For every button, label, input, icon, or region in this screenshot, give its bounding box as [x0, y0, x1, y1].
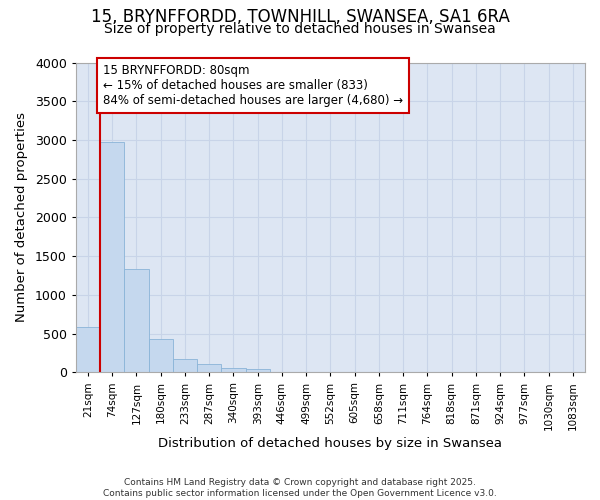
Text: 15 BRYNFFORDD: 80sqm
← 15% of detached houses are smaller (833)
84% of semi-deta: 15 BRYNFFORDD: 80sqm ← 15% of detached h… [103, 64, 403, 107]
Bar [76, 326, 100, 372]
Bar [124, 270, 149, 372]
Text: Size of property relative to detached houses in Swansea: Size of property relative to detached ho… [104, 22, 496, 36]
Bar [221, 368, 245, 372]
Text: Contains HM Land Registry data © Crown copyright and database right 2025.
Contai: Contains HM Land Registry data © Crown c… [103, 478, 497, 498]
Bar [149, 339, 173, 372]
Y-axis label: Number of detached properties: Number of detached properties [15, 112, 28, 322]
Bar [173, 359, 197, 372]
X-axis label: Distribution of detached houses by size in Swansea: Distribution of detached houses by size … [158, 437, 502, 450]
Bar [245, 369, 270, 372]
Bar [197, 364, 221, 372]
Bar [100, 142, 124, 372]
Text: 15, BRYNFFORDD, TOWNHILL, SWANSEA, SA1 6RA: 15, BRYNFFORDD, TOWNHILL, SWANSEA, SA1 6… [91, 8, 509, 26]
